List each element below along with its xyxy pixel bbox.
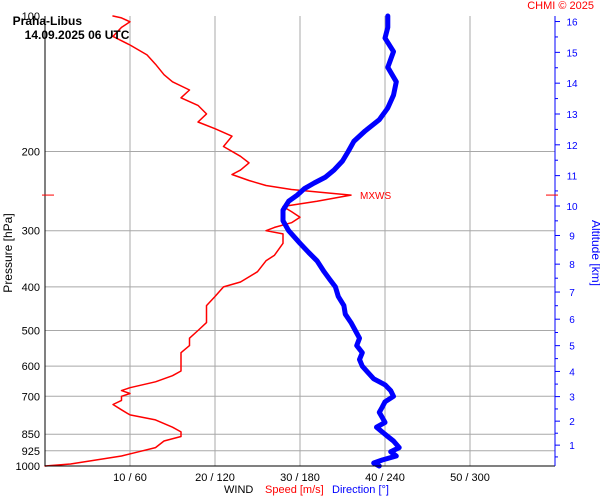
- wind-tick-label: 30 / 180: [280, 472, 320, 484]
- altitude-tick-label: 16: [566, 18, 578, 29]
- speed-series-line: [44, 15, 352, 467]
- altitude-tick-label: 12: [566, 141, 578, 152]
- altitude-tick-label: 14: [566, 79, 578, 90]
- altitude-tick-label: 3: [569, 393, 575, 404]
- altitude-tick-label: 9: [569, 231, 575, 242]
- pressure-tick-label: 1000: [16, 461, 40, 473]
- axes: [42, 16, 560, 467]
- station-name: Praha-Libus: [12, 14, 83, 28]
- copyright-text: CHMI © 2025: [527, 0, 594, 12]
- chart-title: Praha-Libus 14.09.2025 06 UTC: [6, 0, 130, 42]
- data-series: [44, 13, 402, 469]
- pressure-tick-label: 925: [22, 446, 40, 458]
- x-axis-label-direction: Direction [°]: [332, 484, 389, 496]
- grid-lines: [45, 16, 555, 466]
- wind-tick-label: 10 / 60: [113, 472, 147, 484]
- altitude-tick-label: 1: [569, 441, 575, 452]
- pressure-tick-label: 500: [22, 326, 40, 338]
- pressure-tick-label: 850: [22, 429, 40, 441]
- pressure-tick-label: 100: [22, 11, 40, 23]
- altitude-tick-label: 11: [567, 172, 578, 183]
- y-axis-label-pressure: Pressure [hPa]: [1, 213, 15, 293]
- wind-tick-label: 20 / 120: [195, 472, 235, 484]
- altitude-tick-label: 13: [566, 110, 578, 121]
- altitude-tick-label: 10: [566, 202, 578, 213]
- y-axis-label-altitude: Altitude [km]: [589, 219, 600, 287]
- pressure-tick-label: 700: [22, 391, 40, 403]
- altitude-tick-label: 6: [569, 315, 575, 326]
- sounding-datetime: 14.09.2025 06 UTC: [24, 28, 130, 42]
- pressure-tick-label: 600: [22, 361, 40, 373]
- pressure-tick-label: 300: [22, 226, 40, 238]
- x-axis-label-speed: Speed [m/s]: [265, 484, 324, 496]
- altitude-tick-label: 4: [569, 367, 575, 378]
- direction-series-line: [280, 13, 402, 469]
- altitude-tick-label: 5: [569, 342, 575, 353]
- x-axis-label-wind: WIND: [224, 484, 254, 496]
- altitude-tick-label: 7: [569, 288, 575, 299]
- pressure-tick-label: 400: [22, 282, 40, 294]
- wind-tick-label: 50 / 300: [450, 472, 490, 484]
- altitude-tick-label: 2: [569, 417, 575, 428]
- altitude-tick-label: 15: [566, 48, 578, 59]
- mxws-annotation-label: MXWS: [360, 191, 391, 202]
- altitude-tick-label: 8: [569, 260, 575, 271]
- wind-tick-label: 40 / 240: [365, 472, 405, 484]
- pressure-tick-label: 200: [22, 146, 40, 158]
